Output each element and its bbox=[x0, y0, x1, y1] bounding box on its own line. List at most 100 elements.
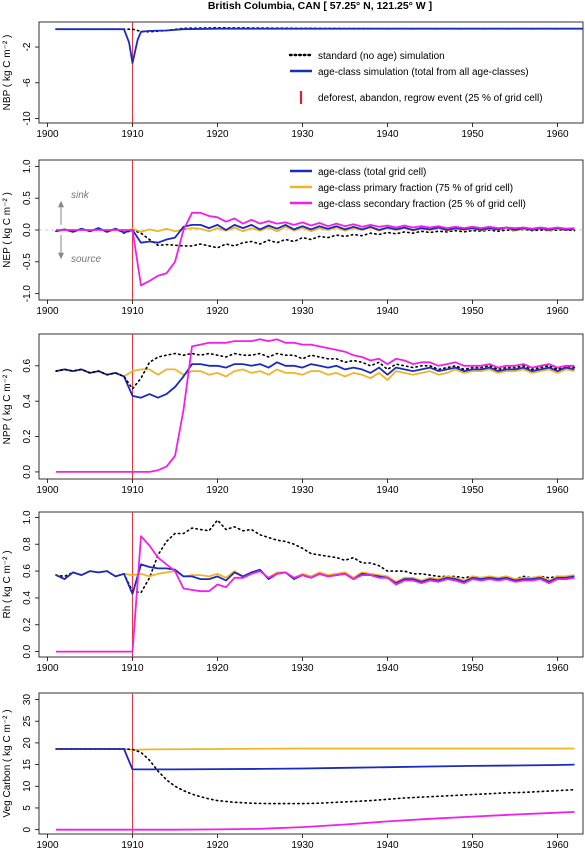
x-tick-label: 1900 bbox=[36, 840, 59, 850]
y-tick-label: 0.8 bbox=[22, 537, 33, 551]
x-tick-label: 1950 bbox=[461, 663, 484, 674]
y-tick-label: 0.2 bbox=[22, 617, 33, 631]
x-tick-label: 1950 bbox=[461, 840, 484, 850]
y-tick-label: 20 bbox=[22, 737, 33, 749]
y-tick-label: 5 bbox=[22, 805, 33, 811]
y-tick-label: 0.2 bbox=[22, 429, 33, 443]
x-tick-label: 1930 bbox=[291, 129, 314, 140]
y-tick-label: -1.0 bbox=[22, 285, 33, 303]
y-tick-label: -6 bbox=[22, 78, 33, 87]
x-tick-label: 1910 bbox=[121, 663, 144, 674]
y-tick-label: 1.0 bbox=[22, 510, 33, 524]
y-axis-label: NBP ( kg C m⁻² ) bbox=[2, 35, 13, 111]
y-axis-label: NPP ( kg C m⁻² ) bbox=[2, 369, 13, 445]
source-arrow-head bbox=[58, 252, 64, 260]
series-line-secondary bbox=[56, 211, 575, 287]
sink-label: sink bbox=[71, 190, 90, 201]
plot-frame bbox=[38, 692, 584, 835]
y-tick-label: 15 bbox=[22, 759, 33, 771]
x-tick-label: 1910 bbox=[121, 840, 144, 850]
chart-rh: 1900 1910 1920 1930 1940 1950 1960 0.0 0.2 0.4 0.6… bbox=[2, 510, 584, 674]
x-tick-label: 1960 bbox=[546, 840, 569, 850]
legend-item: age-class secondary fraction (25 % of gr… bbox=[290, 199, 526, 210]
x-tick-label: 1920 bbox=[206, 129, 229, 140]
y-axis-label: Rh ( kg C m⁻² ) bbox=[2, 550, 13, 618]
y-tick-label: 1.0 bbox=[22, 159, 33, 173]
source-label: source bbox=[71, 254, 101, 265]
x-tick-label: 1940 bbox=[376, 306, 399, 317]
y-tick-label: 0 bbox=[22, 826, 33, 832]
x-tick-label: 1950 bbox=[461, 129, 484, 140]
legend-label: age-class simulation (total from all age… bbox=[318, 67, 529, 78]
legend-label: age-class primary fraction (75 % of grid… bbox=[318, 183, 513, 194]
x-tick-label: 1920 bbox=[206, 840, 229, 850]
x-tick-label: 1900 bbox=[36, 306, 59, 317]
series-line-primary bbox=[55, 368, 575, 381]
x-tick-label: 1910 bbox=[121, 129, 144, 140]
series-line-secondary bbox=[56, 811, 575, 831]
series-line-total bbox=[55, 563, 575, 595]
x-tick-label: 1940 bbox=[376, 663, 399, 674]
x-tick-label: 1940 bbox=[376, 485, 399, 496]
series-line-standard bbox=[55, 352, 576, 390]
y-tick-label: 0.0 bbox=[22, 465, 33, 479]
series-line-secondary bbox=[56, 338, 575, 473]
y-tick-label: 0.0 bbox=[22, 644, 33, 658]
plot-frame bbox=[38, 21, 584, 124]
y-axis-label: Veg Carbon ( kg C m⁻² ) bbox=[2, 709, 13, 817]
series-line-total bbox=[55, 361, 575, 399]
y-tick-label: 10 bbox=[22, 780, 33, 792]
plot-frame bbox=[38, 511, 584, 658]
chart-veg: 1900 1910 1920 1930 1940 1950 1960 0 5 10 15 20 25 30… bbox=[2, 692, 584, 850]
y-tick-label: 0.5 bbox=[22, 191, 33, 205]
series-line-ageclass bbox=[56, 27, 583, 64]
x-tick-label: 1900 bbox=[36, 129, 59, 140]
y-tick-label: 0.0 bbox=[22, 223, 33, 237]
chart-npp: 1900 1910 1920 1930 1940 1950 1960 0.0 0.2 0.4 0.6… bbox=[2, 333, 584, 496]
legend-label: standard (no age) simulation bbox=[318, 51, 445, 62]
legend-label: age-class secondary fraction (25 % of gr… bbox=[318, 199, 526, 210]
x-tick-label: 1950 bbox=[461, 306, 484, 317]
x-tick-label: 1900 bbox=[36, 663, 59, 674]
legend-label: age-class (total grid cell) bbox=[318, 167, 426, 178]
x-tick-label: 1960 bbox=[546, 485, 569, 496]
figure-title: British Columbia, CAN [ 57.25° N, 121.25… bbox=[208, 0, 432, 12]
series-line-standard bbox=[55, 227, 576, 249]
y-tick-label: -10 bbox=[22, 111, 33, 126]
plot-frame bbox=[38, 333, 584, 480]
x-tick-label: 1930 bbox=[291, 306, 314, 317]
x-tick-label: 1910 bbox=[121, 485, 144, 496]
legend-label: deforest, abandon, regrow event (25 % of… bbox=[318, 93, 543, 104]
y-tick-label: 30 bbox=[22, 694, 33, 706]
y-tick-label: 25 bbox=[22, 715, 33, 727]
series-line-standard bbox=[55, 519, 576, 594]
chart-panels: 1900 1910 1920 1930 1940 1950 1960 -10 -6 -2 NBP (… bbox=[2, 21, 584, 850]
y-axis-label: NEP ( kg C m⁻² ) bbox=[2, 192, 13, 268]
series-line-total bbox=[55, 224, 575, 244]
series-line-total bbox=[56, 748, 575, 771]
x-tick-label: 1920 bbox=[206, 663, 229, 674]
x-tick-label: 1930 bbox=[291, 663, 314, 674]
x-tick-label: 1920 bbox=[206, 485, 229, 496]
legend-item: standard (no age) simulation bbox=[288, 51, 445, 62]
legend-item: age-class primary fraction (75 % of grid… bbox=[290, 183, 513, 194]
y-tick-label: -0.5 bbox=[22, 253, 33, 271]
y-tick-label: -2 bbox=[22, 42, 33, 51]
x-tick-label: 1960 bbox=[546, 129, 569, 140]
chart-nbp: 1900 1910 1920 1930 1940 1950 1960 -10 -6 -2 NBP (… bbox=[2, 21, 584, 140]
legend-item: deforest, abandon, regrow event (25 % of… bbox=[299, 91, 543, 104]
x-tick-label: 1930 bbox=[291, 485, 314, 496]
y-tick-label: 0.6 bbox=[22, 564, 33, 578]
x-tick-label: 1940 bbox=[376, 129, 399, 140]
series-line-primary bbox=[55, 570, 575, 583]
x-tick-label: 1900 bbox=[36, 485, 59, 496]
y-tick-label: 0.6 bbox=[22, 358, 33, 372]
x-tick-label: 1910 bbox=[121, 306, 144, 317]
x-tick-label: 1960 bbox=[546, 306, 569, 317]
x-tick-label: 1930 bbox=[291, 840, 314, 850]
series-line-secondary bbox=[56, 535, 575, 653]
legend-item: age-class simulation (total from all age… bbox=[290, 67, 529, 78]
chart-nep: 1900 1910 1920 1930 1940 1950 1960 -1.0 -0.5 0.0 0… bbox=[2, 159, 584, 317]
x-tick-label: 1950 bbox=[461, 485, 484, 496]
